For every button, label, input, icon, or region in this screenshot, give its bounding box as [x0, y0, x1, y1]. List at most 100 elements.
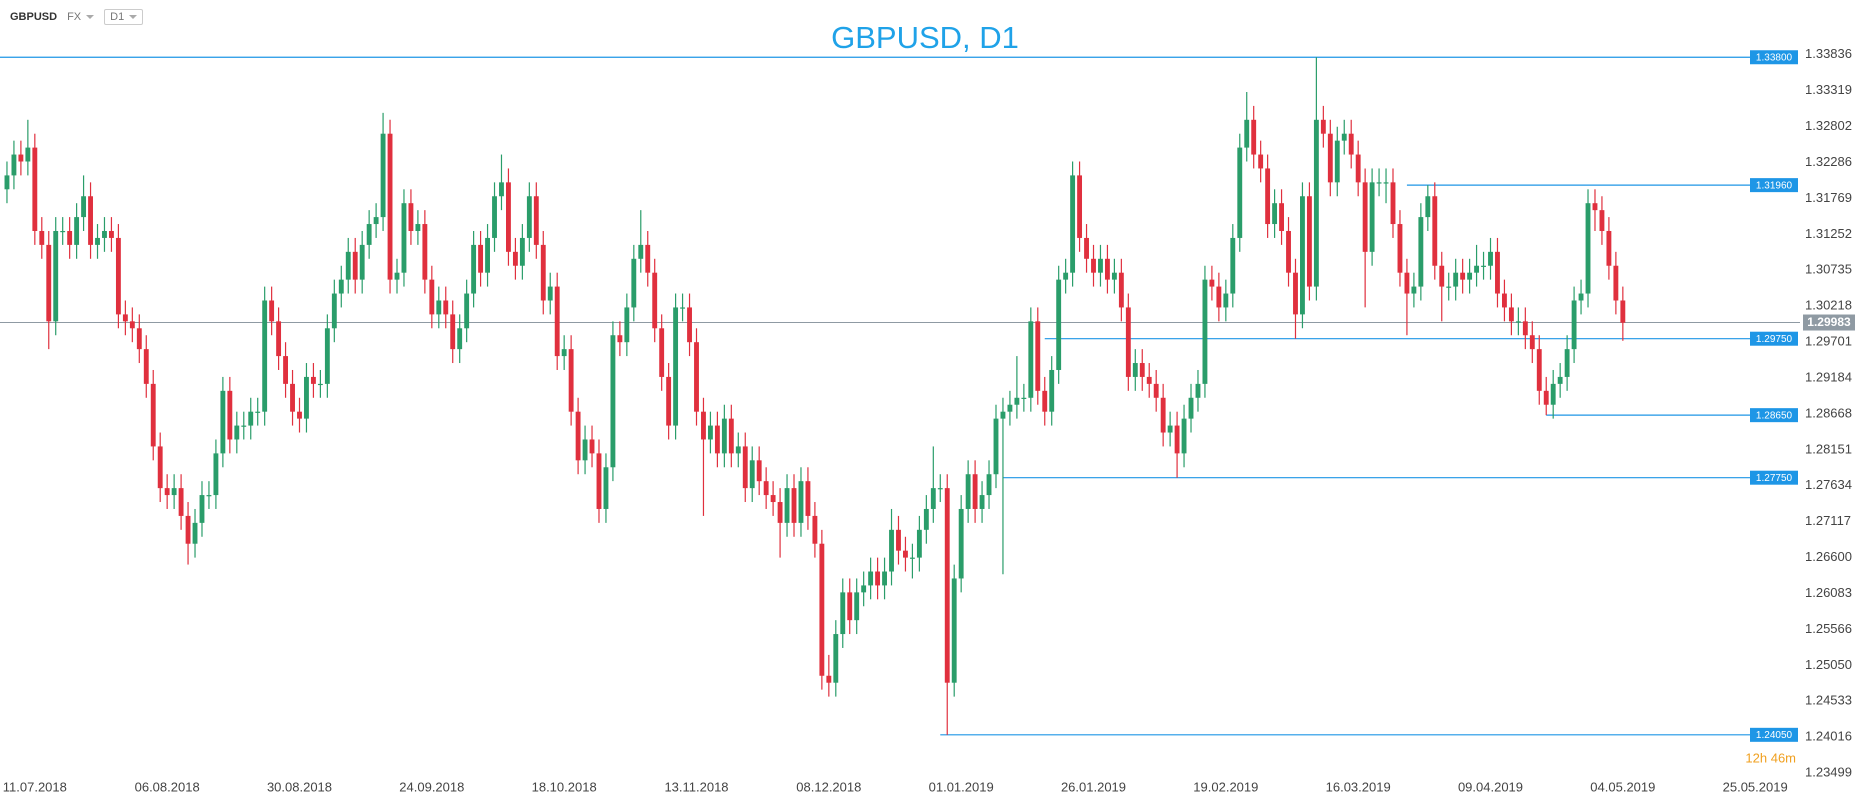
candle-body	[192, 522, 198, 544]
x-tick-label: 01.01.2019	[929, 779, 994, 794]
candle-body	[687, 307, 692, 343]
candle-body	[749, 460, 755, 489]
x-tick-label: 06.08.2018	[135, 779, 200, 794]
candle-body	[443, 300, 449, 315]
candle-body	[1488, 251, 1493, 266]
candle-body	[1446, 286, 1452, 288]
candle-body	[735, 446, 741, 454]
candle-body	[547, 286, 553, 301]
market-select[interactable]: FX	[67, 11, 95, 23]
candle-body	[1209, 279, 1215, 287]
candle-body	[171, 488, 177, 496]
candle-body	[1495, 251, 1500, 294]
candle-body	[1578, 293, 1584, 301]
candle-body	[889, 529, 894, 572]
candle-body	[1376, 182, 1382, 184]
candle-body	[1571, 300, 1577, 350]
candle-body	[993, 418, 999, 475]
candle-body	[1327, 133, 1333, 183]
candle-body	[1202, 279, 1208, 384]
candle-body	[721, 418, 727, 454]
level-label-box	[1750, 331, 1798, 346]
candle-body	[728, 418, 734, 454]
candle-body	[1606, 230, 1612, 266]
candle-body	[1265, 168, 1271, 225]
y-tick-label: 1.30735	[1805, 262, 1852, 277]
candle-body	[310, 376, 316, 384]
y-tick-label: 1.24533	[1805, 693, 1852, 708]
candle-body	[1042, 390, 1048, 412]
candle-body	[1293, 272, 1298, 315]
candle-body	[255, 411, 261, 413]
candle-body	[297, 411, 302, 419]
candle-body	[53, 230, 59, 322]
candle-body	[965, 474, 971, 509]
candle-body	[95, 237, 100, 245]
candle-body	[1453, 272, 1459, 287]
candle-body	[554, 286, 560, 357]
timeframe-select[interactable]: D1	[104, 9, 144, 25]
candle-body	[1188, 397, 1194, 419]
symbol[interactable]: GBPUSD	[10, 11, 58, 23]
y-tick-label: 1.26600	[1805, 549, 1852, 564]
candle-body	[986, 474, 992, 496]
candle-body	[882, 571, 887, 586]
candle-body	[819, 543, 825, 676]
x-tick-label: 18.10.2018	[532, 779, 597, 794]
candle-body	[1146, 376, 1152, 384]
candle-body	[903, 550, 908, 558]
candle-body	[269, 300, 275, 322]
candle-body	[164, 488, 170, 496]
chart-title: GBPUSD, D1	[831, 20, 1019, 55]
candle-body	[1320, 119, 1326, 134]
y-tick-label: 1.28668	[1805, 405, 1852, 420]
level-label-box	[1750, 470, 1798, 485]
candle-body	[1397, 224, 1403, 273]
candle-body	[408, 203, 414, 231]
candle-body	[833, 634, 839, 683]
y-tick-label: 1.25566	[1805, 621, 1852, 636]
candle-body	[777, 502, 783, 523]
candle-body	[1585, 203, 1591, 294]
candle-body	[1460, 272, 1466, 280]
candle-body	[707, 425, 713, 440]
candle-body	[1620, 300, 1626, 323]
caret	[86, 15, 95, 19]
candle-body	[1599, 210, 1605, 231]
candle-body	[1104, 258, 1110, 280]
candle-body	[951, 578, 957, 683]
candle-body	[25, 147, 31, 162]
x-tick-label: 26.01.2019	[1061, 779, 1126, 794]
candle-body	[241, 425, 247, 427]
candle-body	[1258, 154, 1264, 169]
candle-body	[422, 224, 428, 280]
candle-body	[1390, 182, 1396, 225]
candle-body	[1000, 411, 1006, 419]
candle-body	[1014, 397, 1020, 405]
level-label-box	[1750, 408, 1798, 423]
level-label: 1.27750	[1756, 473, 1793, 484]
candle-body	[143, 349, 149, 384]
candle-body	[401, 203, 407, 273]
candle-body	[1286, 230, 1291, 273]
candle-body	[109, 230, 114, 238]
candle-body	[220, 390, 226, 454]
candle-body	[1536, 349, 1542, 391]
candle-body	[1139, 363, 1145, 377]
x-tick-label: 13.11.2018	[664, 779, 728, 794]
candle-body	[1007, 404, 1013, 412]
candle-body	[1529, 335, 1535, 350]
candle-body	[1049, 369, 1055, 412]
candle-body	[352, 251, 358, 280]
candle-body	[366, 224, 372, 245]
candle-body	[1056, 279, 1062, 370]
candle-body	[115, 237, 121, 315]
candle-body	[1111, 272, 1117, 280]
candle-body	[11, 154, 17, 176]
candle-body	[1174, 425, 1180, 454]
candle-body	[680, 307, 686, 309]
candle-body	[610, 335, 616, 468]
candle-body	[18, 154, 24, 162]
